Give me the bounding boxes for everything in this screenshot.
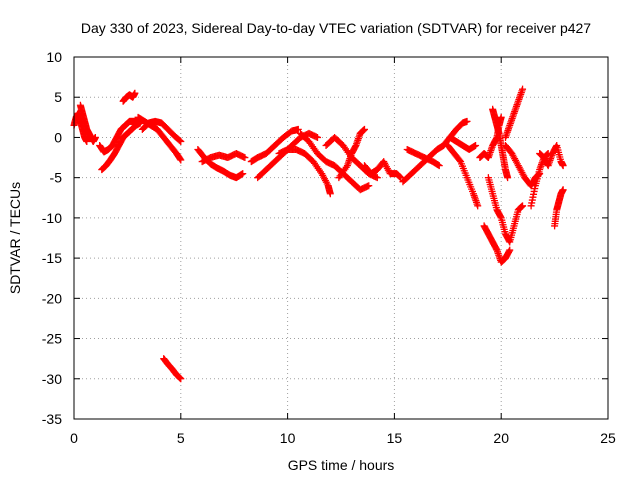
series-seg16 [335, 125, 368, 182]
y-tick-labels: 10 5 0 -5 -10 -15 -20 -25 -30 -35 [42, 49, 62, 427]
data-point-marker [177, 156, 185, 164]
data-point-marker [314, 133, 322, 141]
data-markers [70, 85, 567, 383]
data-point-marker [559, 162, 567, 170]
data-point-marker [176, 137, 184, 145]
data-point-marker [294, 125, 302, 133]
x-tick-label: 20 [493, 430, 509, 446]
series-seg26 [489, 105, 512, 182]
series-seg19 [399, 141, 448, 186]
series-seg31 [551, 186, 567, 230]
series-seg21 [444, 141, 482, 210]
data-point-marker [504, 174, 512, 182]
y-tick-label: -35 [42, 411, 62, 427]
x-tick-label: 0 [70, 430, 78, 446]
series-seg8 [160, 355, 185, 383]
y-tick-label: 10 [46, 49, 62, 65]
data-point-marker [435, 162, 443, 170]
data-point-marker [519, 202, 527, 210]
series-seg27 [501, 85, 527, 141]
x-tick-label: 10 [280, 430, 296, 446]
data-point-marker [506, 246, 514, 254]
data-point-marker [83, 137, 91, 145]
y-tick-label: -10 [42, 210, 62, 226]
series-seg13 [275, 146, 334, 198]
tick-marks [73, 56, 609, 420]
chart-title: Day 330 of 2023, Sidereal Day-to-day VTE… [81, 20, 591, 36]
series-seg5 [119, 89, 139, 105]
x-tick-label: 15 [387, 430, 403, 446]
data-point-marker [326, 190, 334, 198]
data-point-marker [373, 174, 381, 182]
series-seg7 [138, 117, 185, 145]
data-point-marker [463, 117, 471, 125]
y-tick-label: -25 [42, 331, 62, 347]
data-point-marker [360, 125, 368, 133]
x-axis-label: GPS time / hours [288, 457, 395, 473]
series-seg6 [134, 113, 185, 164]
y-tick-label: -30 [42, 371, 62, 387]
data-point-marker [474, 202, 482, 210]
series-seg24 [480, 222, 514, 266]
y-tick-label: 0 [54, 129, 62, 145]
series-seg2 [76, 101, 99, 145]
series-seg4 [98, 119, 144, 174]
data-point-marker [365, 182, 373, 190]
data-point-marker [131, 89, 139, 97]
y-tick-label: -15 [42, 250, 62, 266]
grid-lines [74, 57, 608, 419]
y-tick-label: -5 [50, 170, 63, 186]
data-point-marker [177, 137, 185, 145]
series-seg18 [403, 146, 443, 170]
y-tick-label: -20 [42, 290, 62, 306]
plot-frame [73, 56, 609, 420]
data-point-marker [91, 133, 99, 141]
data-point-marker [241, 154, 249, 162]
data-point-marker [559, 186, 567, 194]
y-axis-label: SDTVAR / TECUs [7, 182, 23, 294]
series-seg17 [360, 158, 405, 182]
series-seg25 [484, 174, 527, 246]
x-tick-label: 5 [177, 430, 185, 446]
y-tick-label: 5 [54, 89, 62, 105]
data-point-marker [177, 375, 185, 383]
x-tick-labels: 0 5 10 15 20 25 [70, 430, 616, 446]
data-point-marker [239, 170, 247, 178]
x-tick-label: 25 [600, 430, 616, 446]
data-point-marker [497, 113, 505, 121]
data-point-marker [519, 85, 527, 93]
series-seg10 [198, 150, 249, 166]
series-seg30 [536, 141, 567, 170]
series-seg22 [446, 133, 480, 154]
data-point-marker [472, 141, 480, 149]
series-seg11 [247, 125, 302, 166]
